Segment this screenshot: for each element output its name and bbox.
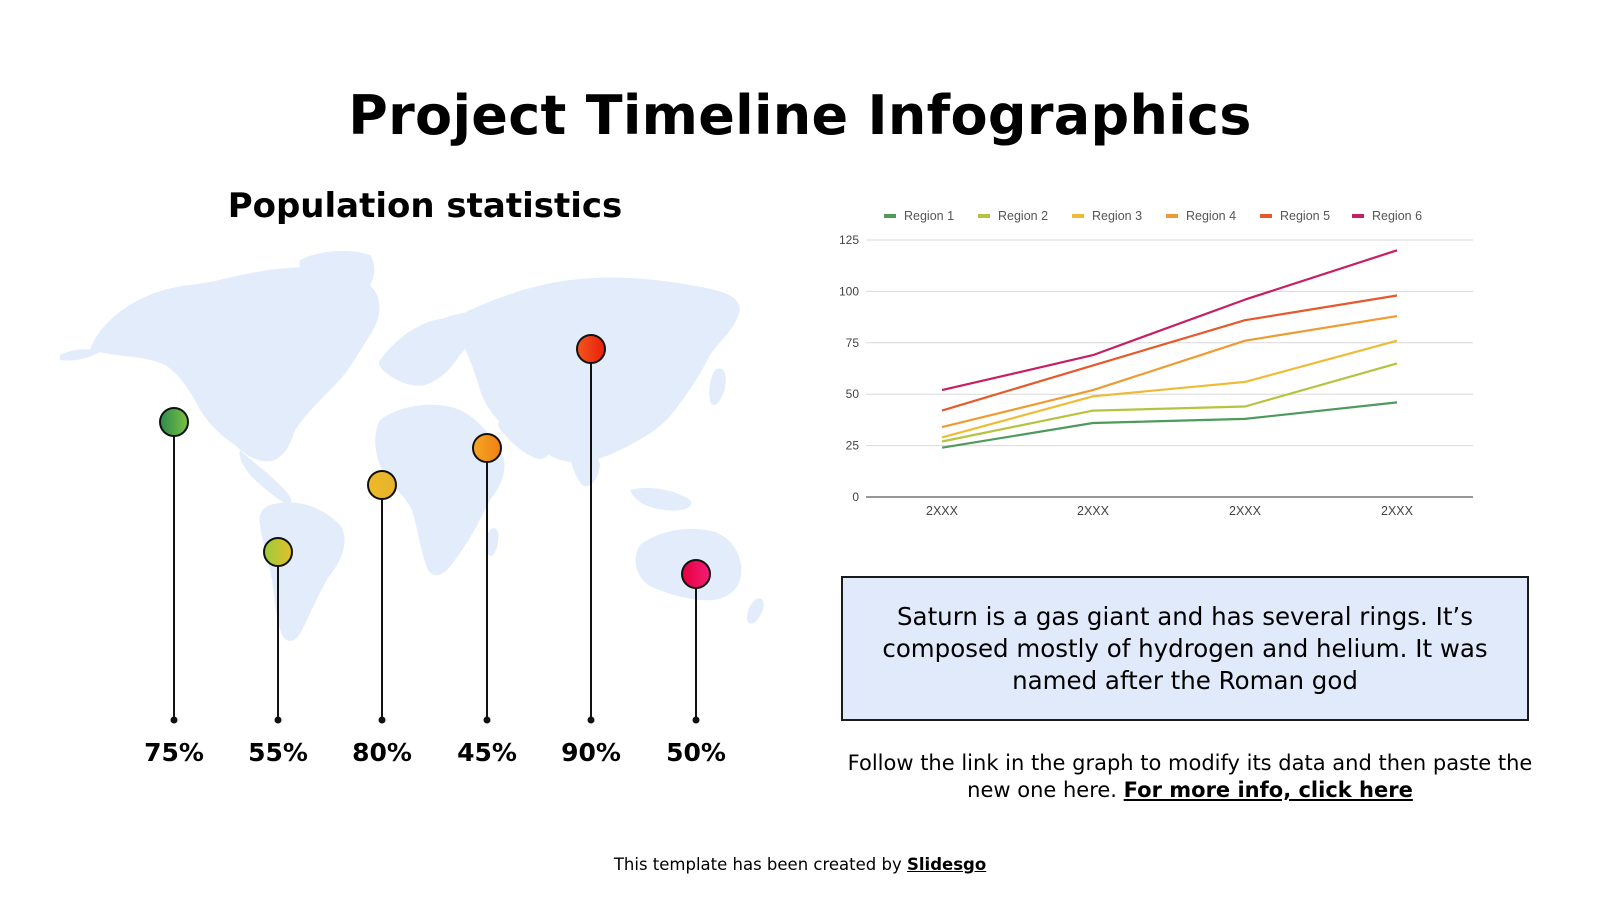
chart-note-text: Follow the link in the graph to modify i… — [847, 751, 1533, 802]
chart-note: Follow the link in the graph to modify i… — [840, 750, 1540, 804]
series-line-region-4[interactable] — [941, 315, 1398, 429]
pin-6-percent: 50% — [666, 738, 726, 767]
slide-title: Project Timeline Infographics — [348, 84, 1252, 147]
series-line-region-6[interactable] — [941, 249, 1398, 392]
footer-text: This template has been created by — [613, 855, 902, 874]
pin-5-percent: 90% — [561, 738, 621, 767]
legend-label: Region 3 — [1092, 209, 1142, 223]
legend-item-6[interactable]: Region 6 — [1352, 209, 1422, 223]
pin-4-percent: 45% — [457, 738, 517, 767]
legend-swatch — [978, 214, 990, 218]
line-chart[interactable]: Region 1 Region 2 Region 3 Region 4 Region 5… — [840, 200, 1520, 540]
y-tick-label: 50 — [846, 387, 860, 401]
series-line-region-3[interactable] — [941, 339, 1398, 439]
series-line-region-2[interactable] — [941, 362, 1398, 443]
legend-item-4[interactable]: Region 4 — [1166, 209, 1236, 223]
pin-3-percent: 80% — [352, 738, 412, 767]
footer: This template has been created by Slides… — [0, 855, 1600, 874]
legend-label: Region 1 — [904, 209, 954, 223]
pin-2-percent: 55% — [248, 738, 308, 767]
section-subtitle: Population statistics — [227, 186, 623, 226]
legend-label: Region 6 — [1372, 209, 1422, 223]
pin-1-percent: 75% — [144, 738, 204, 767]
slidesgo-link[interactable]: Slidesgo — [907, 855, 987, 874]
map-pins — [159, 334, 711, 724]
pin-3 — [367, 470, 397, 724]
y-tick-label: 0 — [852, 490, 859, 504]
legend-item-5[interactable]: Region 5 — [1260, 209, 1330, 223]
series-line-region-1[interactable] — [941, 401, 1398, 449]
legend-label: Region 4 — [1186, 209, 1236, 223]
legend-swatch — [1166, 214, 1178, 218]
legend-swatch — [1260, 214, 1272, 218]
x-tick-label: 2XXX — [926, 504, 959, 518]
x-tick-label: 2XXX — [1229, 504, 1262, 518]
pin-6 — [681, 559, 711, 724]
more-info-link[interactable]: For more info, click here — [1123, 778, 1413, 802]
pin-5 — [576, 334, 606, 724]
x-tick-label: 2XXX — [1381, 504, 1414, 518]
y-tick-label: 25 — [846, 439, 860, 453]
legend-item-2[interactable]: Region 2 — [978, 209, 1048, 223]
legend-item-3[interactable]: Region 3 — [1072, 209, 1142, 223]
y-tick-label: 125 — [840, 233, 859, 247]
pin-2 — [263, 537, 293, 724]
y-tick-label: 75 — [846, 336, 860, 350]
legend-label: Region 2 — [998, 209, 1048, 223]
legend-item-1[interactable]: Region 1 — [884, 209, 954, 223]
pin-1 — [159, 407, 189, 724]
info-box: Saturn is a gas giant and has several ri… — [841, 576, 1529, 721]
x-tick-label: 2XXX — [1077, 504, 1110, 518]
series-line-region-5[interactable] — [941, 294, 1398, 412]
pin-4 — [472, 433, 502, 724]
legend-swatch — [1072, 214, 1084, 218]
info-box-text: Saturn is a gas giant and has several ri… — [882, 601, 1488, 695]
y-tick-label: 100 — [840, 284, 859, 298]
legend-swatch — [884, 214, 896, 218]
legend-label: Region 5 — [1280, 209, 1330, 223]
legend-swatch — [1352, 214, 1364, 218]
